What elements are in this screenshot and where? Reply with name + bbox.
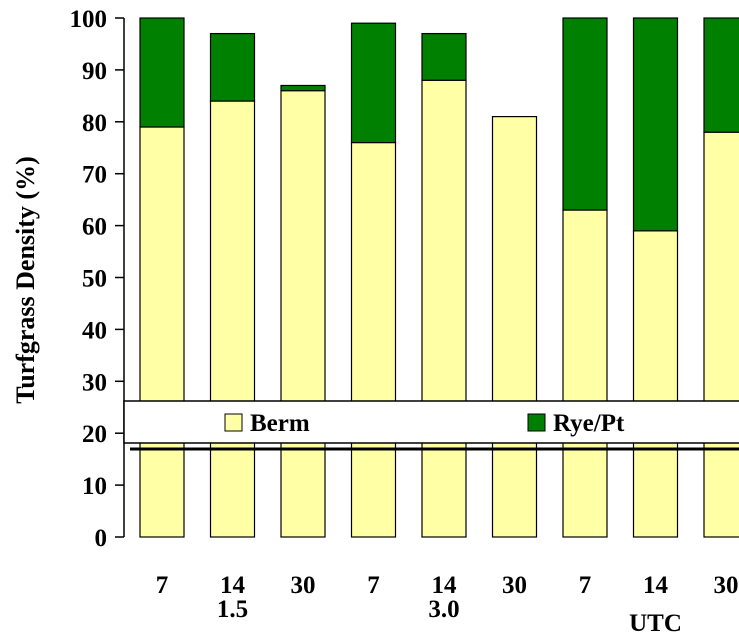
group-label-1: 3.0 bbox=[428, 596, 459, 623]
bar-berm-0 bbox=[139, 126, 185, 538]
x-tick-label-0: 7 bbox=[156, 572, 169, 599]
legend-label-berm: Berm bbox=[250, 410, 310, 437]
bar-rye-pt-6 bbox=[562, 17, 608, 211]
bars bbox=[139, 17, 739, 538]
x-tick-label-4: 14 bbox=[432, 572, 458, 599]
bar-berm-3 bbox=[350, 141, 397, 538]
bar-rye-pt-7 bbox=[632, 17, 679, 232]
y-tick-label-70: 70 bbox=[82, 162, 107, 189]
x-tick-label-8: 30 bbox=[714, 572, 739, 599]
bar-rye-pt-2 bbox=[280, 84, 326, 92]
bar-berm-6 bbox=[562, 209, 608, 538]
legend-box bbox=[123, 400, 739, 444]
group-label-2: UTC bbox=[629, 610, 682, 636]
x-tick-label-2: 30 bbox=[291, 572, 316, 599]
y-tick-label-100: 100 bbox=[70, 6, 108, 33]
bar-berm-8 bbox=[703, 131, 739, 538]
bar-berm-4 bbox=[421, 79, 467, 538]
y-tick-label-10: 10 bbox=[82, 473, 107, 500]
x-tick-label-1: 14 bbox=[220, 572, 246, 599]
legend: Berm Rye/Pt bbox=[123, 400, 739, 451]
y-tick-label-20: 20 bbox=[82, 421, 107, 448]
bar-rye-pt-0 bbox=[139, 17, 185, 128]
bar-berm-2 bbox=[280, 90, 326, 538]
x-tick-label-7: 14 bbox=[643, 572, 669, 599]
x-axis-labels: 7 14 30 7 14 30 7 14 30 1.5 3.0 UTC bbox=[156, 572, 739, 636]
bar-rye-pt-8 bbox=[703, 17, 739, 133]
y-tick-label-60: 60 bbox=[82, 214, 107, 241]
bar-berm-1 bbox=[209, 100, 256, 538]
y-tick-label-40: 40 bbox=[82, 317, 107, 344]
bar-berm-7 bbox=[632, 230, 679, 538]
bar-berm-5 bbox=[491, 116, 538, 538]
group-label-0: 1.5 bbox=[217, 596, 248, 623]
y-tick-label-80: 80 bbox=[82, 110, 107, 137]
y-axis-title: Turfgrass Density (%) bbox=[11, 156, 40, 403]
legend-swatch-berm bbox=[224, 413, 243, 432]
y-tick-label-30: 30 bbox=[82, 369, 107, 396]
y-tick-label-50: 50 bbox=[82, 266, 107, 293]
x-tick-label-6: 7 bbox=[579, 572, 592, 599]
x-tick-label-3: 7 bbox=[367, 572, 380, 599]
bar-rye-pt-1 bbox=[209, 32, 256, 102]
y-tick-label-90: 90 bbox=[82, 58, 107, 85]
bar-rye-pt-4 bbox=[421, 32, 467, 81]
bar-rye-pt-3 bbox=[350, 22, 397, 144]
legend-swatch-rye-pt bbox=[527, 413, 546, 432]
y-axis: 0 10 20 30 40 50 60 70 80 90 100 bbox=[70, 6, 125, 552]
x-tick-label-5: 30 bbox=[502, 572, 527, 599]
y-tick-label-0: 0 bbox=[95, 525, 108, 552]
legend-label-rye-pt: Rye/Pt bbox=[553, 410, 625, 437]
